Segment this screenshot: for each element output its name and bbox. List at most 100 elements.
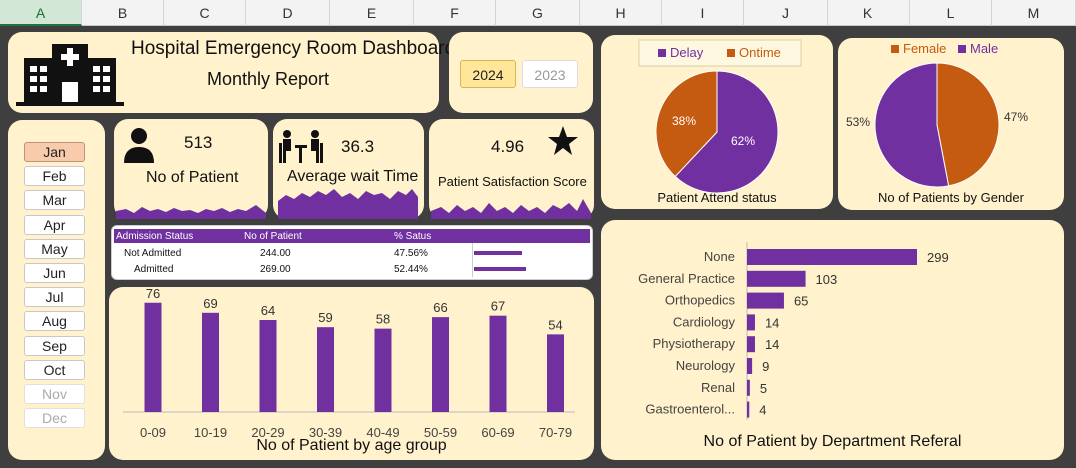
dept-category-label: Cardiology (673, 314, 736, 329)
dept-bar (747, 379, 750, 396)
age-category-label: 40-49 (366, 425, 399, 440)
dept-category-label: Orthopedics (665, 293, 736, 308)
waiting-room-icon (279, 130, 323, 163)
pie-slice (874, 62, 950, 188)
dept-category-label: Renal (701, 380, 735, 395)
dept-category-label: None (704, 249, 735, 264)
patients-label: No of Patient (146, 169, 239, 186)
month-button-apr[interactable]: Apr (24, 214, 85, 235)
column-header-g[interactable]: G (496, 0, 580, 26)
department-chart-title: No of Patient by Department Referal (703, 433, 962, 450)
person-icon (124, 128, 154, 163)
satisfaction-label: Patient Satisfaction Score (438, 174, 587, 189)
age-bar (317, 327, 334, 412)
month-button-jul[interactable]: Jul (24, 287, 85, 308)
month-button-nov[interactable]: Nov (24, 384, 85, 404)
age-group-chart: 76 0-09 69 10-19 64 20-29 59 30-39 58 40-49 66 50-5… (123, 287, 575, 440)
hospital-icon (16, 44, 124, 106)
dept-category-label: Gastroenterol... (645, 402, 735, 417)
year-2024-button[interactable]: 2024 (460, 60, 516, 88)
legend-label: Delay (670, 45, 704, 60)
admission-header-status: Admission Status (116, 231, 194, 242)
column-header-j[interactable]: J (744, 0, 828, 26)
dept-value-label: 4 (759, 403, 766, 418)
age-category-label: 50-59 (424, 425, 457, 440)
dept-bar (747, 401, 750, 418)
department-chart-card: None 299 General Practice 103 Orthopedics 65 C… (601, 220, 1064, 460)
legend-swatch (727, 49, 735, 57)
age-category-label: 20-29 (251, 425, 284, 440)
attend-status-card: 62% 38% Delay Ontime Patient Attend status (601, 35, 833, 209)
dashboard-subtitle: Monthly Report (207, 69, 330, 89)
admission-row-count: 244.00 (260, 248, 291, 259)
month-button-sep[interactable]: Sep (24, 335, 85, 356)
dept-bar (747, 249, 917, 265)
pie-value-label: 47% (1004, 110, 1028, 124)
age-bar (374, 328, 392, 412)
admission-row-count: 269.00 (260, 264, 291, 275)
age-chart-title: No of Patient by age group (256, 437, 447, 454)
month-button-oct[interactable]: Oct (24, 359, 85, 380)
month-button-aug[interactable]: Aug (24, 311, 85, 332)
column-header-k[interactable]: K (826, 0, 910, 26)
column-header-c[interactable]: C (164, 0, 246, 26)
age-value-label: 69 (203, 296, 217, 311)
column-header-a[interactable]: A (0, 0, 82, 26)
pie-value-label: 62% (731, 134, 755, 148)
age-value-label: 54 (548, 317, 562, 332)
dept-bar (747, 292, 784, 309)
month-button-jan[interactable]: Jan (24, 142, 85, 162)
kpi-patients-card: 513 No of Patient (114, 119, 268, 219)
age-bar (144, 302, 162, 412)
month-button-may[interactable]: May (24, 238, 85, 259)
admission-row-pct: 47.56% (394, 248, 428, 259)
year-2023-button[interactable]: 2023 (522, 60, 578, 88)
age-value-label: 76 (146, 287, 160, 301)
dept-bar (747, 336, 755, 353)
department-chart: None 299 General Practice 103 Orthopedics 65 C… (638, 242, 949, 420)
patients-value: 513 (184, 133, 213, 152)
column-header-m[interactable]: M (992, 0, 1076, 26)
column-header-l[interactable]: L (910, 0, 992, 26)
column-header-e[interactable]: E (330, 0, 414, 26)
age-category-label: 30-39 (309, 425, 342, 440)
month-slicer: Jan Feb Mar Apr May Jun Jul Aug Sep Oct Nov Dec (8, 120, 105, 460)
age-category-label: 70-79 (539, 425, 572, 440)
dept-value-label: 299 (927, 250, 949, 265)
pie-slice (936, 62, 1000, 187)
admission-row-share-bar (474, 267, 526, 271)
month-button-dec[interactable]: Dec (24, 408, 85, 429)
star-icon (548, 126, 578, 155)
dept-value-label: 103 (816, 272, 838, 287)
legend-swatch (891, 45, 899, 53)
age-bar (547, 334, 564, 412)
month-button-feb[interactable]: Feb (24, 166, 85, 187)
month-button-jun[interactable]: Jun (24, 263, 85, 283)
gender-chart-title: No of Patients by Gender (878, 190, 1024, 205)
legend-swatch (958, 45, 966, 53)
dept-category-label: Physiotherapy (653, 336, 736, 351)
wait-label: Average wait Time (287, 168, 419, 185)
column-header-d[interactable]: D (246, 0, 330, 26)
dept-bar (747, 270, 806, 287)
admission-row-pct: 52.44% (394, 264, 428, 275)
year-slicer: 2024 2023 (449, 32, 593, 113)
column-header-b[interactable]: B (82, 0, 164, 26)
kpi-satisfaction-card: 4.96 Patient Satisfaction Score (429, 119, 594, 219)
admission-row-share-bar (474, 251, 522, 255)
pie-slice (655, 70, 718, 178)
admission-table-card: Admission Status No of Patient % Satus N… (111, 225, 593, 280)
age-value-label: 59 (318, 310, 332, 325)
kpi-wait-card: 36.3 Average wait Time (273, 119, 424, 219)
dashboard-title: Hospital Emergency Room Dashboard (131, 38, 456, 59)
month-button-mar[interactable]: Mar (24, 190, 85, 211)
age-value-label: 66 (433, 300, 447, 315)
dept-bar (747, 314, 755, 331)
legend-label: Ontime (739, 45, 781, 60)
dept-value-label: 5 (760, 381, 767, 396)
pie-slice (674, 70, 779, 194)
column-header-i[interactable]: I (662, 0, 744, 26)
column-header-f[interactable]: F (414, 0, 496, 26)
admission-table-divider (472, 243, 473, 277)
column-header-h[interactable]: H (580, 0, 662, 26)
